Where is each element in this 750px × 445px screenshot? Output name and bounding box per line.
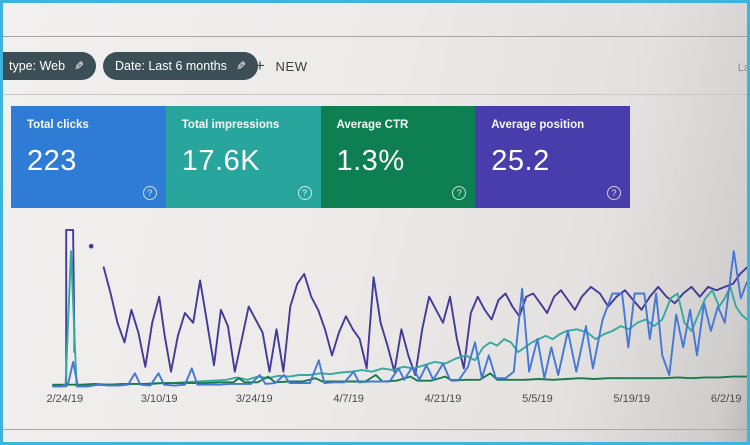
card-value: 223 <box>27 145 77 177</box>
x-axis: 2/24/19 3/10/19 3/24/19 4/7/19 4/21/19 5/5/19… <box>46 393 747 409</box>
card-value: 1.3% <box>336 145 405 177</box>
x-axis-label: 5/19/19 <box>613 393 651 405</box>
metric-cards-row: Total clicks 223 ? Total impressions 17.… <box>11 106 630 208</box>
series-line-total-clicks <box>52 250 747 388</box>
x-axis-label: 4/7/19 <box>333 393 364 405</box>
performance-chart <box>52 225 747 388</box>
card-average-position[interactable]: Average position 25.2 ? <box>475 106 630 208</box>
help-icon[interactable]: ? <box>297 186 312 200</box>
x-axis-label: 3/24/19 <box>235 393 273 405</box>
card-value: 17.6K <box>181 145 261 177</box>
x-axis-label: 3/10/19 <box>140 393 178 405</box>
help-icon[interactable]: ? <box>607 186 621 200</box>
search-type-chip-label: type: Web <box>9 59 66 73</box>
help-icon[interactable]: ? <box>142 186 157 200</box>
plus-icon: + <box>255 56 266 75</box>
performance-chart-svg <box>52 228 747 388</box>
date-filter-chip-label: Date: Last 6 months <box>115 59 227 73</box>
card-total-clicks[interactable]: Total clicks 223 ? <box>11 106 166 208</box>
search-type-chip[interactable]: type: Web ✎ <box>3 52 97 80</box>
app-bar <box>3 3 747 37</box>
search-console-screen: type: Web ✎ Date: Last 6 months ✎ + NEW … <box>3 3 747 442</box>
card-label: Average CTR <box>336 119 409 131</box>
card-label: Total impressions <box>181 119 280 131</box>
x-axis-label: 2/24/19 <box>46 393 84 405</box>
card-label: Total clicks <box>27 119 89 131</box>
filter-bar: type: Web ✎ Date: Last 6 months ✎ + NEW … <box>3 38 747 95</box>
date-filter-chip[interactable]: Date: Last 6 months ✎ <box>103 52 258 80</box>
series-point-marker <box>88 243 94 249</box>
x-axis-label: 4/21/19 <box>424 393 462 405</box>
series-line-average-position <box>65 228 76 388</box>
card-average-ctr[interactable]: Average CTR 1.3% ? <box>320 106 476 208</box>
x-axis-label: 5/5/19 <box>522 393 553 405</box>
help-icon[interactable]: ? <box>452 186 467 200</box>
series-line-average-position <box>102 266 747 376</box>
x-axis-label: 6/2/19 <box>710 393 742 405</box>
edit-pencil-icon: ✎ <box>74 59 85 73</box>
new-filter-button-label: NEW <box>275 58 308 74</box>
new-filter-button[interactable]: + NEW <box>255 52 308 80</box>
series-line-total-impressions <box>52 250 747 388</box>
card-label: Average position <box>491 119 585 131</box>
last-updated-partial-text: La <box>737 62 747 74</box>
card-value: 25.2 <box>491 145 550 177</box>
bottom-divider <box>3 429 747 430</box>
edit-pencil-icon: ✎ <box>235 59 246 73</box>
card-total-impressions[interactable]: Total impressions 17.6K ? <box>165 106 321 208</box>
